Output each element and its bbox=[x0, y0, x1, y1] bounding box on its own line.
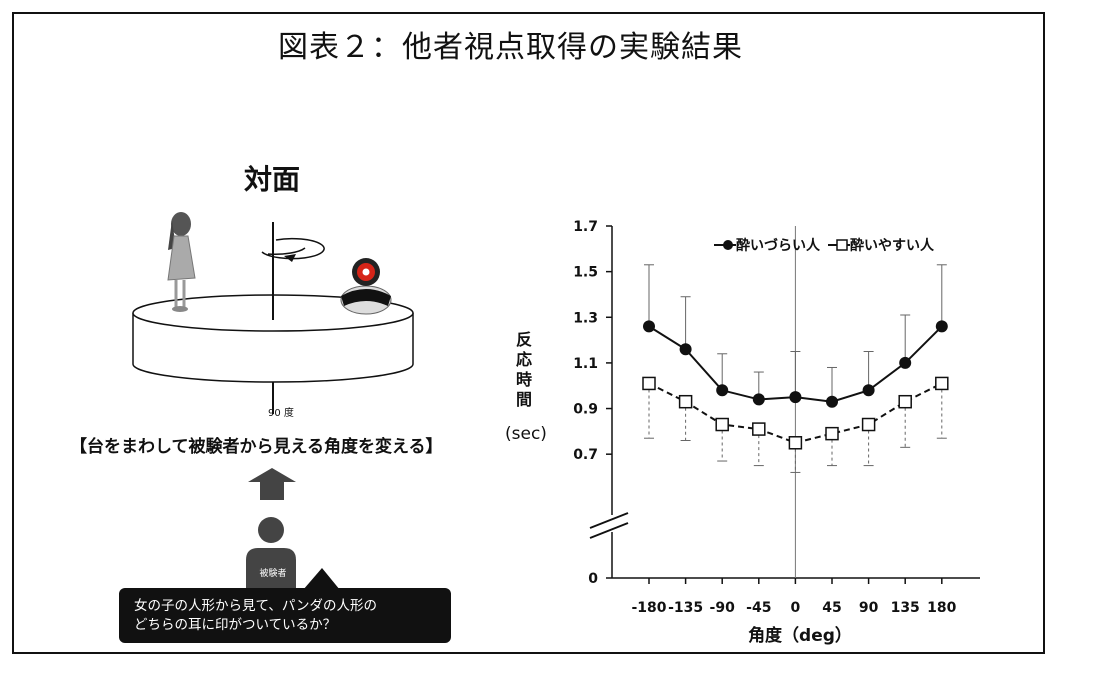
y-tick-label: 0.9 bbox=[573, 402, 598, 418]
series-2 bbox=[642, 376, 949, 473]
x-tick-label: -135 bbox=[668, 600, 703, 616]
y-tick-label: 1.7 bbox=[573, 219, 598, 235]
x-tick-label: 0 bbox=[791, 600, 801, 616]
subject-label: 被験者 bbox=[259, 569, 287, 579]
data-point bbox=[715, 417, 729, 432]
data-point bbox=[716, 384, 729, 397]
figure-frame bbox=[12, 12, 1045, 654]
data-point bbox=[643, 320, 655, 333]
x-tick-label: 90 bbox=[859, 600, 879, 616]
rotation-degree-label: 90 度 bbox=[268, 408, 294, 419]
data-point bbox=[789, 391, 802, 404]
y-axis-label: 反応時間 bbox=[515, 330, 532, 409]
series-1 bbox=[643, 264, 948, 408]
y-tick-label: 0 bbox=[588, 571, 598, 587]
data-point bbox=[826, 395, 838, 408]
data-point bbox=[935, 376, 949, 391]
legend-label: 酔いづらい人 bbox=[736, 237, 821, 254]
rotation-arrow-icon bbox=[261, 237, 325, 262]
data-point bbox=[862, 384, 875, 397]
legend-label: 酔いやすい人 bbox=[850, 237, 935, 254]
x-tick-label: -90 bbox=[710, 600, 736, 616]
data-point bbox=[752, 422, 766, 436]
data-point bbox=[642, 376, 656, 391]
x-tick-label: 180 bbox=[927, 600, 956, 616]
x-tick-label: -180 bbox=[631, 600, 666, 616]
data-point bbox=[898, 394, 912, 409]
axis-break-mark bbox=[589, 512, 629, 529]
data-point bbox=[861, 417, 876, 432]
y-tick-label: 0.7 bbox=[573, 447, 598, 463]
data-point bbox=[678, 394, 693, 409]
x-tick-label: 45 bbox=[822, 600, 841, 616]
data-point bbox=[899, 356, 912, 369]
x-axis-label: 角度（deg） bbox=[748, 626, 852, 646]
girl-doll-icon bbox=[167, 212, 196, 312]
figure-title: 図表２：他者視点取得の実験結果 bbox=[278, 30, 743, 65]
data-point bbox=[935, 320, 948, 333]
y-axis-unit: (sec) bbox=[505, 424, 547, 444]
series-line bbox=[648, 382, 943, 444]
condition-label: 対面 bbox=[243, 163, 300, 196]
y-tick-label: 1.5 bbox=[573, 265, 598, 281]
x-tick-label: 135 bbox=[891, 600, 920, 616]
question-bubble bbox=[119, 568, 451, 643]
instruction-text: 【台をまわして被験者から見える角度を変える】 bbox=[70, 437, 443, 457]
x-tick-label: -45 bbox=[746, 600, 771, 616]
legend-marker bbox=[836, 239, 848, 251]
data-point bbox=[825, 426, 839, 441]
data-point bbox=[679, 343, 692, 356]
y-tick-label: 1.1 bbox=[573, 356, 598, 372]
y-tick-label: 1.3 bbox=[573, 310, 598, 326]
legend-marker bbox=[723, 240, 733, 250]
subject-person-icon bbox=[246, 468, 296, 588]
question-line-2: どちらの耳に印がついているか？ bbox=[134, 617, 337, 633]
data-point bbox=[752, 393, 765, 406]
panda-robot-icon bbox=[340, 258, 392, 315]
axis-break-mark bbox=[589, 522, 629, 539]
question-text: 女の子の人形から見て、パンダの人形の どちらの耳に印がついているか？ bbox=[134, 597, 434, 635]
data-point bbox=[788, 436, 803, 450]
question-line-1: 女の子の人形から見て、パンダの人形の bbox=[134, 598, 377, 614]
